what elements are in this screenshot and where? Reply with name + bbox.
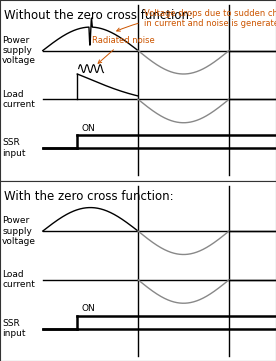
Text: ON: ON — [81, 304, 95, 313]
Text: With the zero cross function:: With the zero cross function: — [4, 190, 174, 203]
Text: Voltage drops due to sudden change
in current and noise is generated.: Voltage drops due to sudden change in cu… — [117, 9, 276, 31]
Text: Without the zero cross function:: Without the zero cross function: — [4, 9, 193, 22]
Text: SSR
input: SSR input — [2, 319, 26, 338]
Text: Power
supply
voltage: Power supply voltage — [2, 36, 36, 65]
Text: Power
supply
voltage: Power supply voltage — [2, 216, 36, 246]
Text: Radiated noise: Radiated noise — [92, 36, 155, 63]
Text: Load
current: Load current — [2, 270, 35, 290]
Text: SSR
input: SSR input — [2, 138, 26, 158]
Text: ON: ON — [81, 124, 95, 132]
Text: Load
current: Load current — [2, 90, 35, 109]
